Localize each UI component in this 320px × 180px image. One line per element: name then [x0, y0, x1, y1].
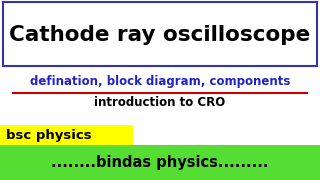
- FancyBboxPatch shape: [3, 2, 317, 66]
- Text: Cathode ray oscilloscope: Cathode ray oscilloscope: [9, 25, 311, 45]
- Text: ........bindas physics.........: ........bindas physics.........: [51, 155, 269, 170]
- Text: introduction to CRO: introduction to CRO: [94, 96, 226, 109]
- FancyBboxPatch shape: [0, 145, 320, 180]
- Text: defination, block diagram, components: defination, block diagram, components: [30, 75, 290, 88]
- FancyBboxPatch shape: [0, 125, 133, 145]
- Text: bsc physics: bsc physics: [6, 129, 92, 141]
